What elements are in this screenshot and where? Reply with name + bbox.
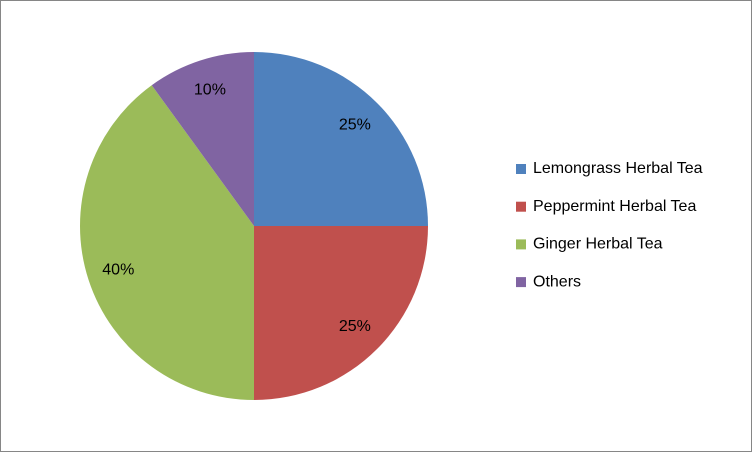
- legend-label: Lemongrass Herbal Tea: [533, 160, 703, 177]
- legend-swatch: [516, 164, 526, 174]
- pie-slice: [80, 85, 254, 400]
- legend-label: Others: [533, 273, 581, 290]
- legend-swatch: [516, 239, 526, 250]
- pie-slice: [254, 226, 428, 400]
- data-label: 10%: [194, 82, 226, 99]
- legend-swatch: [516, 201, 526, 212]
- data-label: 25%: [339, 318, 371, 335]
- pie-slice: [254, 52, 428, 226]
- pie-slice: [151, 52, 254, 226]
- data-label: 25%: [339, 116, 371, 133]
- legend-label: Peppermint Herbal Tea: [533, 198, 696, 215]
- data-label: 40%: [102, 261, 134, 278]
- legend-label: Ginger Herbal Tea: [533, 236, 663, 253]
- legend-swatch: [516, 277, 526, 288]
